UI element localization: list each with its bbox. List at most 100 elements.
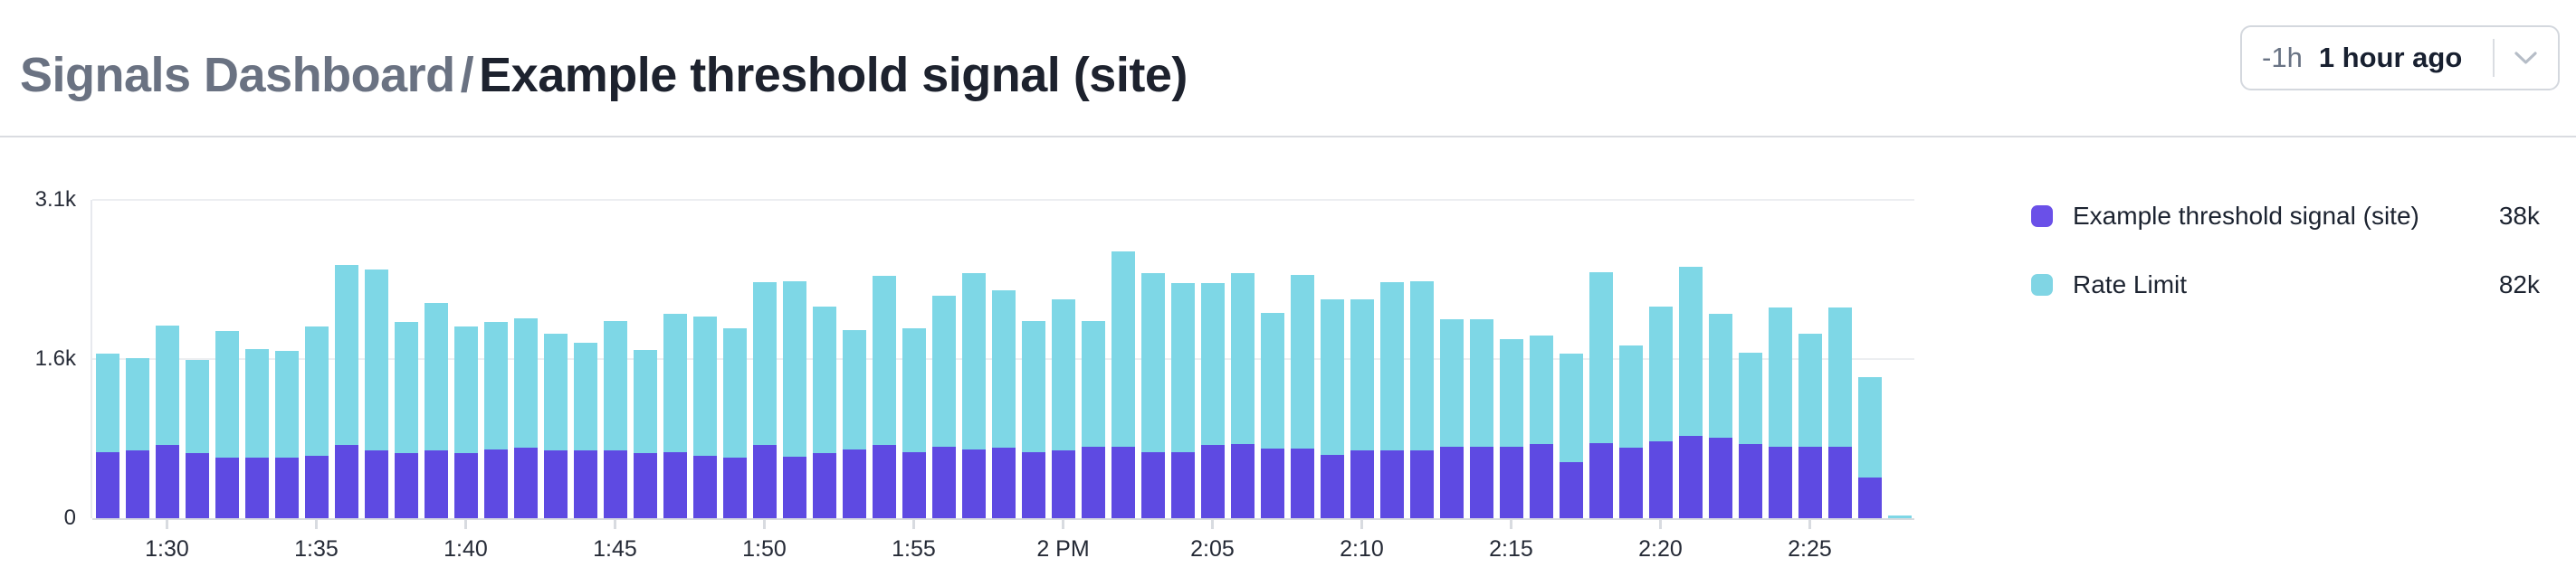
bar-segment-signal[interactable] [1439, 446, 1464, 518]
bar-2:07[interactable] [1260, 312, 1284, 518]
bar-segment-signal[interactable] [1618, 447, 1643, 518]
bar-segment-rate-limit[interactable] [334, 264, 358, 446]
bar-segment-signal[interactable] [1559, 461, 1583, 518]
bar-segment-rate-limit[interactable] [1320, 299, 1344, 455]
bar-segment-signal[interactable] [752, 445, 777, 518]
bar-segment-signal[interactable] [1589, 443, 1613, 518]
bar-segment-signal[interactable] [1140, 452, 1165, 518]
bar-2:17[interactable] [1559, 354, 1583, 518]
bar-2:19[interactable] [1618, 345, 1643, 518]
bar-2:16[interactable] [1529, 335, 1553, 518]
bar-segment-rate-limit[interactable] [543, 333, 568, 451]
bar-segment-signal[interactable] [95, 452, 119, 518]
bar-segment-signal[interactable] [902, 452, 926, 518]
bar-1:51[interactable] [782, 280, 806, 518]
bar-segment-signal[interactable] [1081, 446, 1105, 518]
bar-segment-rate-limit[interactable] [304, 326, 329, 456]
time-range-dropdown[interactable]: -1h 1 hour ago [2240, 25, 2560, 90]
bar-segment-rate-limit[interactable] [1081, 321, 1105, 447]
bar-segment-rate-limit[interactable] [1499, 339, 1523, 447]
bar-segment-rate-limit[interactable] [244, 348, 269, 459]
bar-1:35[interactable] [304, 326, 329, 518]
bar-segment-signal[interactable] [424, 450, 448, 518]
bar-segment-signal[interactable] [1798, 446, 1822, 518]
bar-segment-rate-limit[interactable] [603, 321, 627, 451]
bar-segment-signal[interactable] [244, 458, 269, 518]
bar-segment-rate-limit[interactable] [1021, 321, 1045, 453]
bar-segment-signal[interactable] [1738, 444, 1762, 518]
bar-1:42[interactable] [513, 317, 538, 518]
bar-1:40[interactable] [453, 326, 478, 518]
bar-2:10[interactable] [1350, 299, 1374, 518]
bar-segment-signal[interactable] [1230, 444, 1255, 518]
bar-1:55[interactable] [902, 327, 926, 518]
bar-2:01[interactable] [1081, 321, 1105, 518]
bar-segment-rate-limit[interactable] [513, 317, 538, 448]
bar-segment-signal[interactable] [1409, 450, 1434, 518]
bar-1:29[interactable] [125, 357, 149, 518]
bar-2:27[interactable] [1857, 377, 1882, 518]
bar-segment-signal[interactable] [1170, 452, 1195, 518]
bar-segment-signal[interactable] [483, 449, 508, 518]
bar-1:39[interactable] [424, 302, 448, 518]
bar-segment-signal[interactable] [872, 445, 896, 518]
bar-segment-rate-limit[interactable] [1648, 307, 1673, 441]
bar-segment-rate-limit[interactable] [752, 281, 777, 446]
bar-2:08[interactable] [1290, 274, 1314, 518]
bar-segment-signal[interactable] [155, 445, 179, 518]
bar-segment-signal[interactable] [1648, 440, 1673, 518]
bar-segment-signal[interactable] [812, 453, 836, 518]
bar-segment-rate-limit[interactable] [1887, 515, 1912, 518]
bar-segment-rate-limit[interactable] [1290, 274, 1314, 449]
bar-segment-rate-limit[interactable] [931, 295, 956, 447]
bar-segment-signal[interactable] [782, 456, 806, 518]
bar-segment-signal[interactable] [394, 453, 418, 518]
bar-segment-rate-limit[interactable] [1111, 251, 1135, 447]
bar-1:44[interactable] [573, 342, 597, 518]
bar-2:18[interactable] [1589, 271, 1613, 518]
bar-2:02[interactable] [1111, 251, 1135, 518]
bar-2:09[interactable] [1320, 299, 1344, 518]
bar-1:37[interactable] [364, 270, 388, 518]
bar-segment-rate-limit[interactable] [991, 289, 1016, 448]
bar-segment-signal[interactable] [185, 453, 209, 518]
bar-segment-rate-limit[interactable] [961, 272, 986, 449]
bar-segment-rate-limit[interactable] [782, 280, 806, 457]
bar-1:31[interactable] [185, 360, 209, 518]
bar-1:47[interactable] [663, 314, 687, 518]
bar-segment-signal[interactable] [692, 455, 717, 518]
bar-segment-rate-limit[interactable] [1051, 299, 1075, 451]
bar-segment-rate-limit[interactable] [125, 357, 149, 451]
bar-segment-signal[interactable] [125, 450, 149, 518]
bar-segment-rate-limit[interactable] [1857, 377, 1882, 478]
bar-segment-rate-limit[interactable] [872, 276, 896, 446]
bar-segment-rate-limit[interactable] [1529, 335, 1553, 445]
bar-1:53[interactable] [842, 330, 866, 518]
bar-segment-rate-limit[interactable] [692, 317, 717, 456]
bar-2:15[interactable] [1499, 339, 1523, 518]
bar-1:38[interactable] [394, 322, 418, 518]
bar-segment-signal[interactable] [1260, 448, 1284, 518]
bar-segment-rate-limit[interactable] [155, 325, 179, 446]
bar-segment-signal[interactable] [1379, 450, 1404, 518]
bar-segment-signal[interactable] [513, 447, 538, 518]
bar-segment-signal[interactable] [663, 452, 687, 518]
bar-1:52[interactable] [812, 307, 836, 518]
bar-segment-signal[interactable] [1768, 446, 1792, 518]
bar-segment-signal[interactable] [633, 453, 657, 518]
bar-1:56[interactable] [931, 295, 956, 518]
bar-1:28[interactable] [95, 354, 119, 518]
bar-segment-signal[interactable] [1111, 446, 1135, 518]
legend-item-signal[interactable]: Example threshold signal (site) 38k [2031, 202, 2540, 230]
breadcrumb-signals-dashboard[interactable]: Signals Dashboard [20, 48, 455, 103]
bar-1:43[interactable] [543, 333, 568, 518]
bar-segment-signal[interactable] [304, 455, 329, 518]
bar-1:30[interactable] [155, 325, 179, 518]
bar-1:49[interactable] [722, 327, 747, 518]
bar-segment-rate-limit[interactable] [364, 270, 388, 451]
bar-segment-rate-limit[interactable] [1170, 283, 1195, 453]
bar-segment-rate-limit[interactable] [1439, 318, 1464, 447]
bar-2:25[interactable] [1798, 333, 1822, 518]
bar-2:11[interactable] [1379, 281, 1404, 518]
bar-segment-rate-limit[interactable] [1768, 307, 1792, 447]
